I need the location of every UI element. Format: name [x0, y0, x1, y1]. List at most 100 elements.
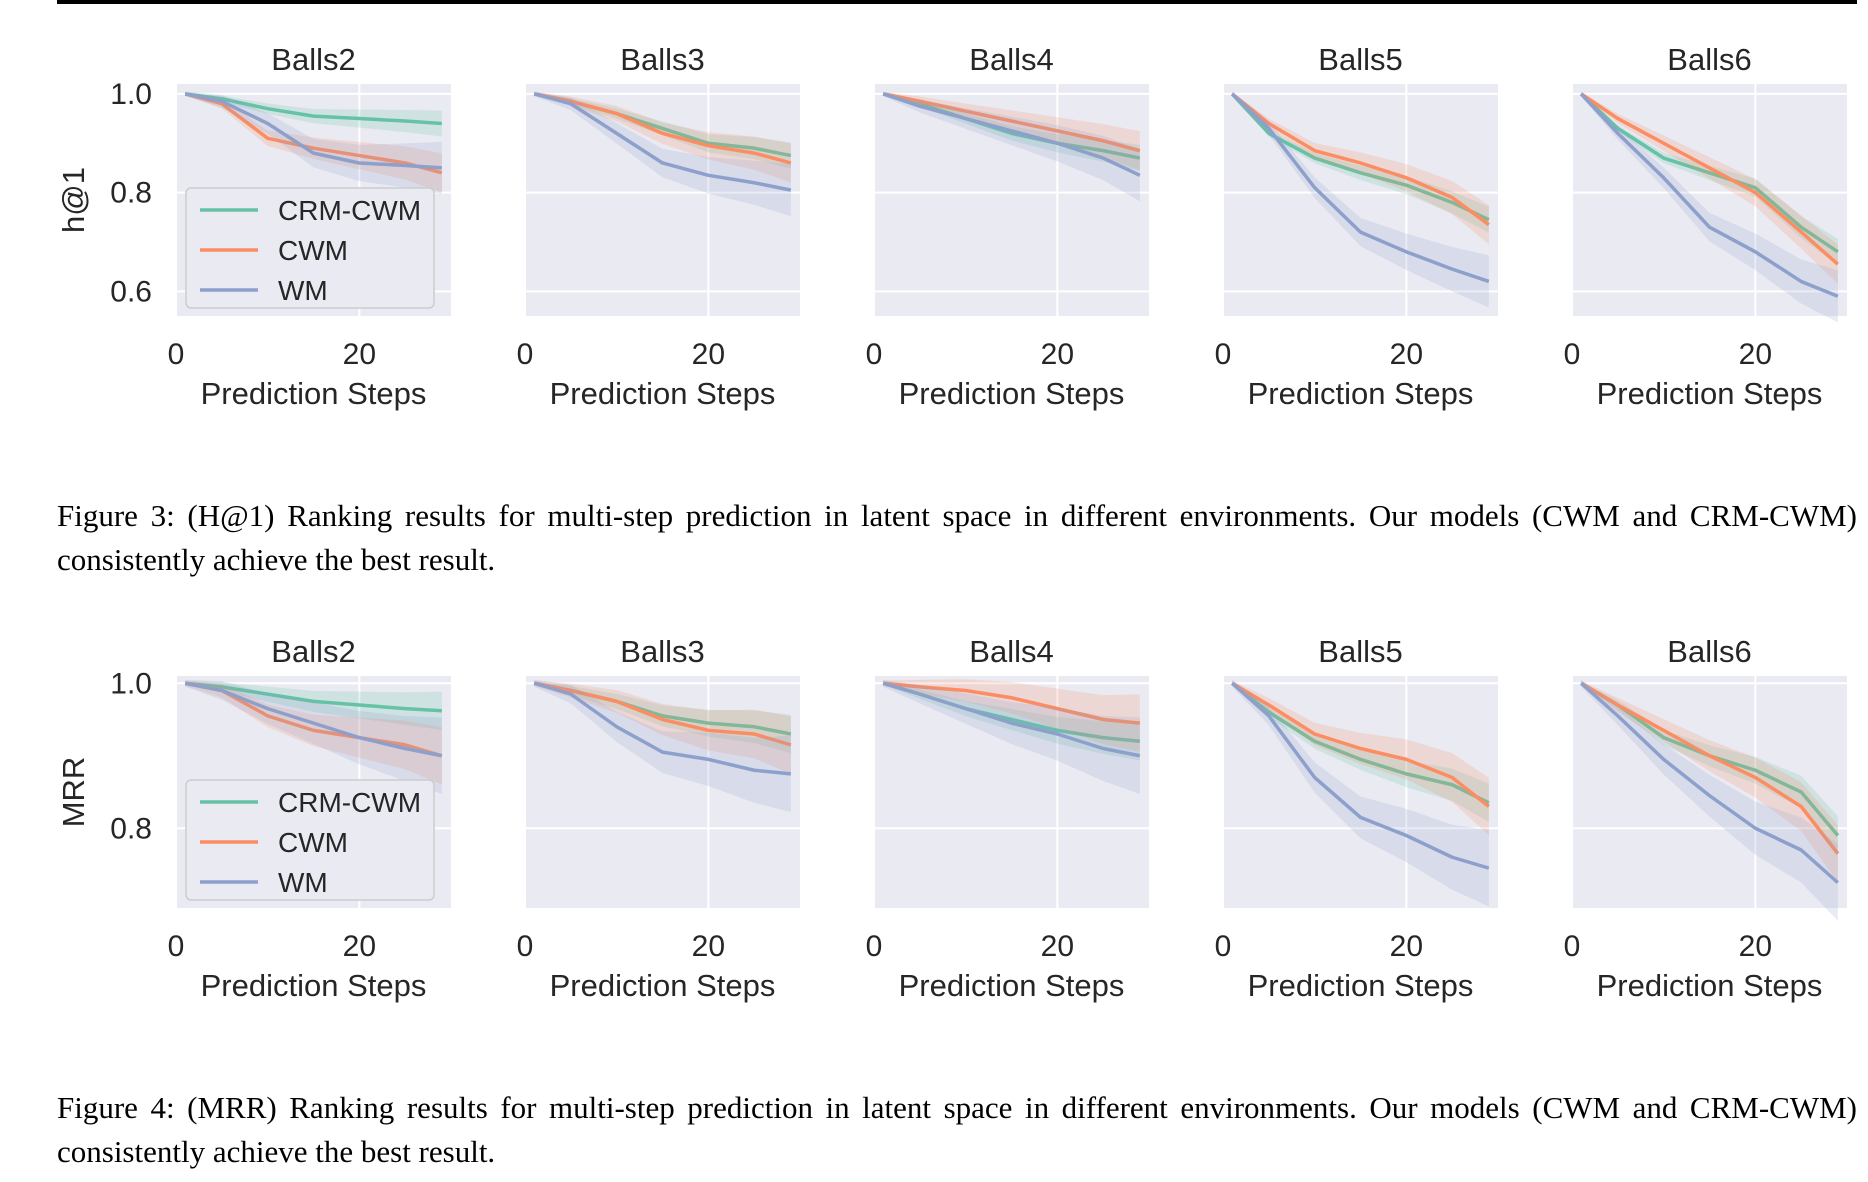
x-tick-label: 0	[866, 930, 883, 963]
y-tick-label: 0.8	[110, 177, 152, 210]
x-axis-label: Prediction Steps	[1248, 968, 1474, 1003]
legend-label: CWM	[278, 235, 348, 266]
x-tick-label: 0	[866, 338, 883, 371]
x-tick-label: 20	[1739, 338, 1772, 371]
panel-balls4: Balls4 0 20 Prediction Steps	[866, 634, 1149, 1003]
figure-3-caption: Figure 3: (H@1) Ranking results for mult…	[57, 498, 1857, 577]
series-band-wm	[185, 679, 442, 795]
x-axis-label: Prediction Steps	[1597, 968, 1823, 1003]
y-tick-label: 1.0	[110, 78, 152, 111]
panel-title: Balls4	[969, 634, 1053, 669]
series-band-cwm	[534, 92, 791, 183]
legend-box	[185, 779, 435, 901]
series-line-crm-cwm	[184, 92, 442, 126]
series-line-crm-cwm	[1579, 92, 1839, 254]
series-band-cwm	[883, 679, 1140, 752]
series-band-crm-cwm	[185, 681, 442, 730]
panel-title: Balls6	[1667, 42, 1751, 77]
series-band-cwm	[1232, 680, 1489, 836]
series-band-cwm	[185, 92, 442, 193]
x-tick-label: 0	[517, 338, 534, 371]
series-band-crm-cwm	[1232, 681, 1489, 823]
x-tick-label: 0	[168, 338, 185, 371]
panel-background	[525, 84, 800, 316]
x-tick-label: 20	[1739, 930, 1772, 963]
legend: CRM-CWM CWM WM	[185, 187, 435, 309]
x-tick-label: 20	[343, 338, 376, 371]
x-tick-label: 20	[1041, 338, 1074, 371]
x-axis-label: Prediction Steps	[899, 376, 1125, 411]
x-axis-label: Prediction Steps	[1248, 376, 1474, 411]
series-line-cwm	[1580, 92, 1839, 266]
series-line-wm	[882, 681, 1141, 758]
panel-title: Balls2	[271, 42, 355, 77]
figure-3-plot: Balls2 0 20 Prediction Steps 0.6 0.8 1.0 h@1 CRM…	[0, 20, 1868, 450]
legend-label: WM	[278, 275, 328, 306]
mrr-chart-grid: Balls2 0 20 Prediction Steps 0.8 1.0 MRR CRM-CW…	[56, 634, 1847, 1003]
series-line-crm-cwm	[882, 92, 1141, 160]
series-band-crm-cwm	[1232, 92, 1489, 233]
panel-balls3: Balls3 0 20 Prediction Steps	[517, 634, 800, 1003]
panel-title: Balls6	[1667, 634, 1751, 669]
x-tick-label: 20	[692, 930, 725, 963]
y-tick-label: 0.8	[110, 812, 152, 845]
x-axis-label: Prediction Steps	[550, 376, 776, 411]
series-line-wm	[184, 681, 443, 758]
y-axis-label: h@1	[56, 167, 91, 233]
panel-background	[874, 676, 1149, 908]
panel-title: Balls4	[969, 42, 1053, 77]
series-band-wm	[883, 679, 1140, 795]
series-line-wm	[533, 681, 792, 776]
series-line-cwm	[882, 92, 1141, 153]
series-line-wm	[1231, 681, 1490, 870]
series-line-cwm	[1231, 92, 1490, 227]
panel-title: Balls3	[620, 42, 704, 77]
series-band-wm	[883, 91, 1140, 202]
legend: CRM-CWM CWM WM	[185, 779, 435, 901]
panel-balls3: Balls3 0 20 Prediction Steps	[517, 42, 800, 411]
series-line-wm	[1580, 681, 1839, 884]
series-line-cwm	[1231, 681, 1490, 808]
panel-balls6: Balls6 0 20 Prediction Steps	[1564, 634, 1847, 1003]
panel-title: Balls3	[620, 634, 704, 669]
series-line-cwm	[533, 92, 792, 165]
h1-chart-grid: Balls2 0 20 Prediction Steps 0.6 0.8 1.0 h@1 CRM…	[56, 42, 1847, 411]
x-tick-label: 20	[1390, 930, 1423, 963]
series-band-wm	[1232, 91, 1489, 308]
series-band-cwm	[1232, 92, 1489, 245]
series-band-crm-cwm	[1581, 92, 1838, 265]
x-tick-label: 20	[1390, 338, 1423, 371]
x-tick-label: 0	[517, 930, 534, 963]
panel-balls6: Balls6 0 20 Prediction Steps	[1564, 42, 1847, 411]
series-line-cwm	[882, 681, 1141, 725]
legend-label: CRM-CWM	[278, 787, 421, 818]
series-line-cwm	[533, 681, 792, 747]
panel-title: Balls5	[1318, 42, 1402, 77]
x-axis-label: Prediction Steps	[899, 968, 1125, 1003]
legend-box	[185, 187, 435, 309]
series-band-wm	[185, 91, 442, 194]
x-tick-label: 20	[1041, 930, 1074, 963]
legend-label: CWM	[278, 827, 348, 858]
x-tick-label: 0	[168, 930, 185, 963]
x-tick-label: 0	[1564, 930, 1581, 963]
series-line-cwm	[184, 92, 443, 175]
series-line-wm	[1579, 92, 1839, 298]
legend-label: WM	[278, 867, 328, 898]
series-line-crm-cwm	[184, 681, 442, 713]
y-tick-label: 1.0	[110, 667, 152, 700]
panel-balls2: Balls2 0 20 Prediction Steps 0.8 1.0 MRR CRM-CW…	[56, 634, 451, 1003]
panel-background	[1572, 84, 1847, 316]
series-line-wm	[184, 92, 442, 170]
x-tick-label: 0	[1564, 338, 1581, 371]
panel-title: Balls5	[1318, 634, 1402, 669]
panel-balls4: Balls4 0 20 Prediction Steps	[866, 42, 1149, 411]
panel-balls5: Balls5 0 20 Prediction Steps	[1215, 42, 1498, 411]
x-axis-label: Prediction Steps	[201, 376, 427, 411]
y-axis-label: MRR	[56, 757, 91, 828]
x-axis-label: Prediction Steps	[201, 968, 427, 1003]
panel-title: Balls2	[271, 634, 355, 669]
figure-4-caption: Figure 4: (MRR) Ranking results for mult…	[57, 1090, 1857, 1169]
series-line-wm	[1230, 92, 1490, 284]
x-tick-label: 20	[343, 930, 376, 963]
